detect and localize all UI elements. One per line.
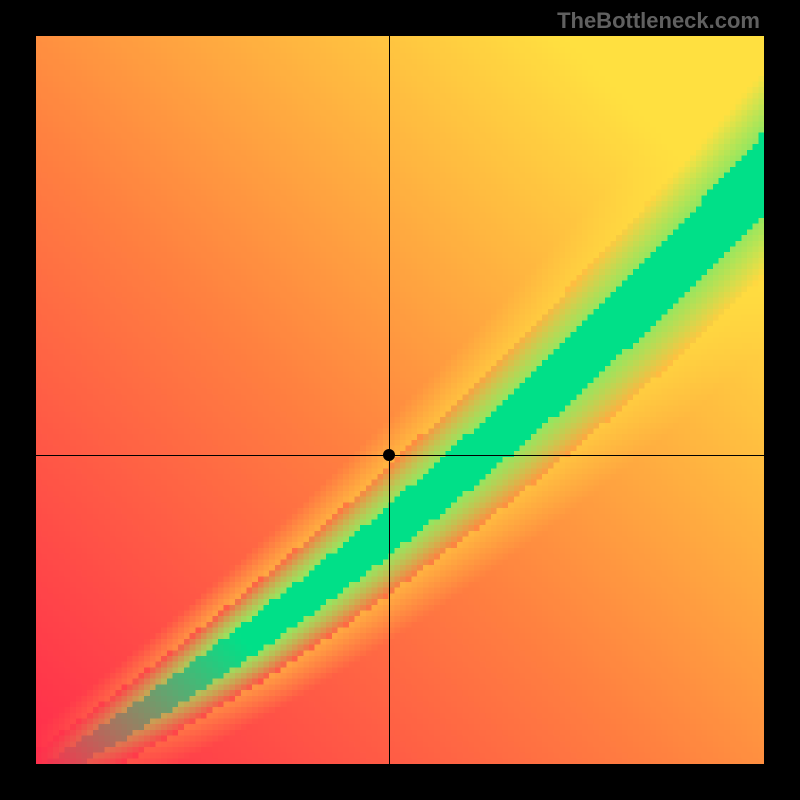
watermark-text: TheBottleneck.com [557,8,760,34]
heatmap-canvas [36,36,764,764]
heatmap-plot-area [36,36,764,764]
crosshair-horizontal [36,455,764,456]
crosshair-marker [383,449,395,461]
crosshair-vertical [389,36,390,764]
chart-container: TheBottleneck.com [0,0,800,800]
